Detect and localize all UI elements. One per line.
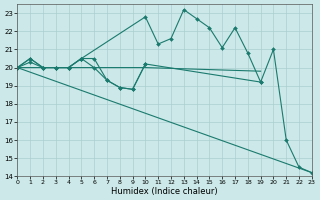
X-axis label: Humidex (Indice chaleur): Humidex (Indice chaleur) [111, 187, 218, 196]
